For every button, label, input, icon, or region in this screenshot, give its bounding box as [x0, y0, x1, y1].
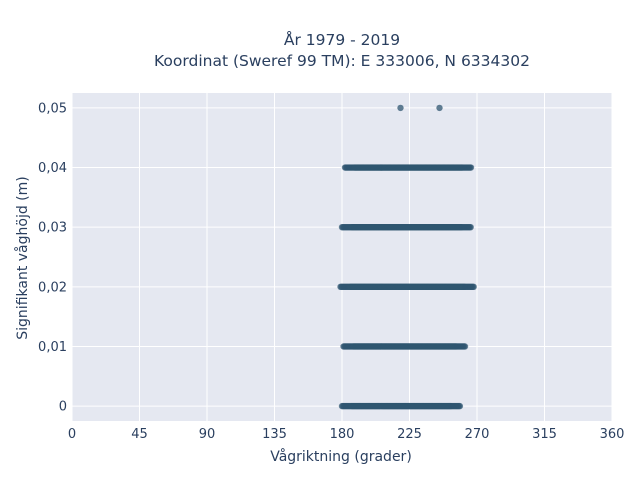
data-point	[456, 402, 464, 410]
data-point	[397, 104, 404, 112]
x-tick-label: 180	[330, 427, 355, 442]
x-axis-label: Vågriktning (grader)	[270, 448, 412, 465]
y-axis-label: Signifikant våghöjd (m)	[14, 176, 31, 339]
y-axis-ticks: 0 0,01 0,02 0,03 0,04 0,05	[38, 101, 67, 414]
point-band	[338, 223, 474, 231]
data-point	[461, 343, 469, 350]
chart-title-line-2: Koordinat (Sweref 99 TM): E 333006, N 63…	[154, 52, 530, 70]
x-tick-label: 315	[532, 427, 557, 442]
x-tick-label: 90	[199, 427, 216, 442]
point-band	[341, 164, 475, 171]
point-band	[338, 402, 464, 410]
data-points	[337, 104, 477, 410]
point-band	[340, 343, 469, 350]
data-point	[467, 223, 474, 231]
data-point	[436, 104, 443, 112]
data-point	[467, 164, 475, 171]
y-tick-label: 0	[59, 400, 67, 415]
x-axis-ticks: 0 45 90 135 180 225 270 315 360	[68, 427, 625, 442]
x-tick-label: 225	[397, 427, 422, 442]
x-tick-label: 0	[68, 427, 76, 442]
x-tick-label: 360	[600, 427, 625, 442]
y-tick-label: 0,03	[38, 221, 67, 236]
y-tick-label: 0,04	[38, 161, 67, 176]
point-band	[337, 283, 477, 291]
y-tick-label: 0,01	[38, 340, 67, 355]
x-tick-label: 135	[262, 427, 287, 442]
y-tick-label: 0,05	[38, 101, 67, 116]
x-tick-label: 45	[131, 427, 148, 442]
data-point	[470, 283, 477, 291]
x-tick-label: 270	[465, 427, 490, 442]
chart-title-line-1: År 1979 - 2019	[284, 30, 400, 49]
y-tick-label: 0,02	[38, 280, 67, 295]
